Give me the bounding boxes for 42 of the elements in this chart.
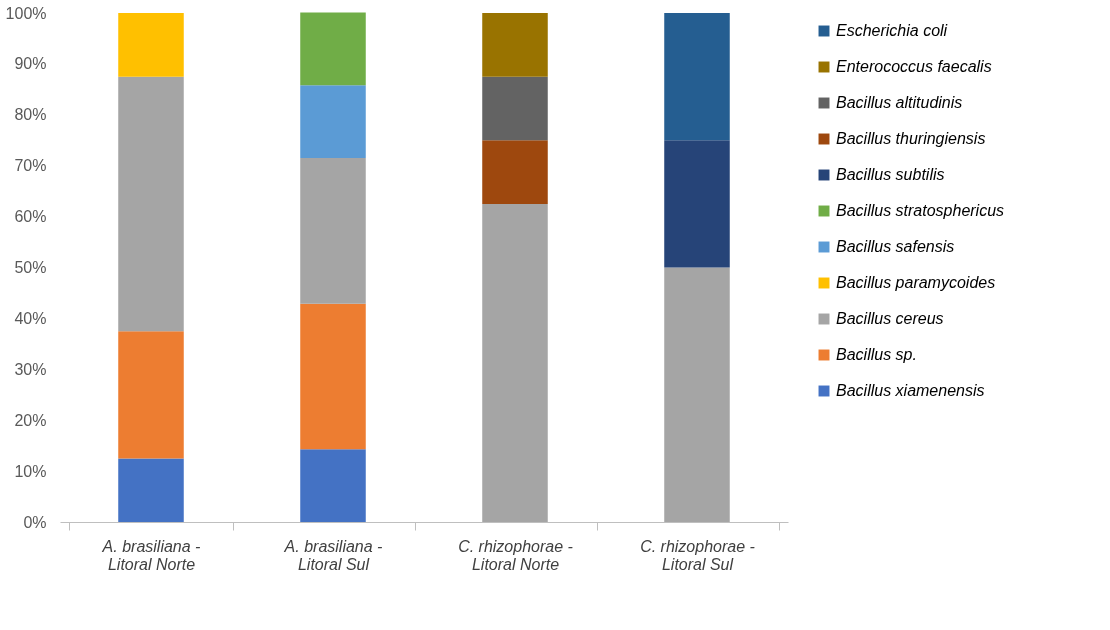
bar (300, 303, 366, 450)
y-tick-label: 70% (14, 157, 47, 175)
bar (482, 203, 548, 522)
legend-label: Bacillus thuringiensis (836, 130, 986, 147)
legend-label: Bacillus paramycoides (836, 274, 996, 291)
x-tick-label: C. rhizophorae - Litoral Sul (640, 537, 755, 573)
legend-label: Bacillus cereus (836, 310, 944, 327)
bar (300, 158, 366, 304)
y-tick-label: 40% (14, 309, 47, 327)
bar (118, 13, 184, 77)
bar (664, 140, 730, 268)
x-tick-label: A. brasiliana - Litoral Norte (101, 537, 201, 573)
legend-label: Bacillus sp. (836, 346, 917, 363)
y-tick-label: 60% (14, 208, 47, 226)
y-tick-label: 90% (14, 55, 47, 73)
legend-label: Bacillus xiamenensis (836, 382, 985, 399)
bar (664, 267, 730, 522)
y-tick-label: 100% (5, 4, 47, 22)
legend-label: Bacillus stratosphericus (836, 202, 1005, 219)
bar (300, 85, 366, 159)
y-tick-label: 30% (14, 360, 47, 378)
legend-label: Bacillus altitudinis (836, 94, 963, 111)
legend-label: Bacillus safensis (836, 238, 955, 255)
y-tick-label: 0% (23, 513, 47, 531)
x-tick-label: C. rhizophorae - Litoral Norte (458, 537, 573, 573)
bar (482, 13, 548, 77)
legend-label: Enterococcus faecalis (836, 58, 992, 75)
bar (118, 331, 184, 459)
bar (664, 13, 730, 141)
bar (482, 140, 548, 204)
y-tick-label: 50% (14, 259, 47, 276)
y-tick-label: 10% (14, 462, 47, 480)
bar (300, 12, 366, 86)
bar (482, 76, 548, 141)
bar (300, 449, 366, 522)
legend-label: Escherichia coli (836, 22, 948, 39)
bar (118, 458, 184, 522)
x-tick-label: A. brasiliana - Litoral Sul (283, 537, 383, 573)
bar (118, 76, 184, 332)
y-tick-label: 80% (14, 106, 47, 124)
legend-label: Bacillus subtilis (836, 166, 945, 183)
y-tick-label: 20% (14, 411, 47, 429)
